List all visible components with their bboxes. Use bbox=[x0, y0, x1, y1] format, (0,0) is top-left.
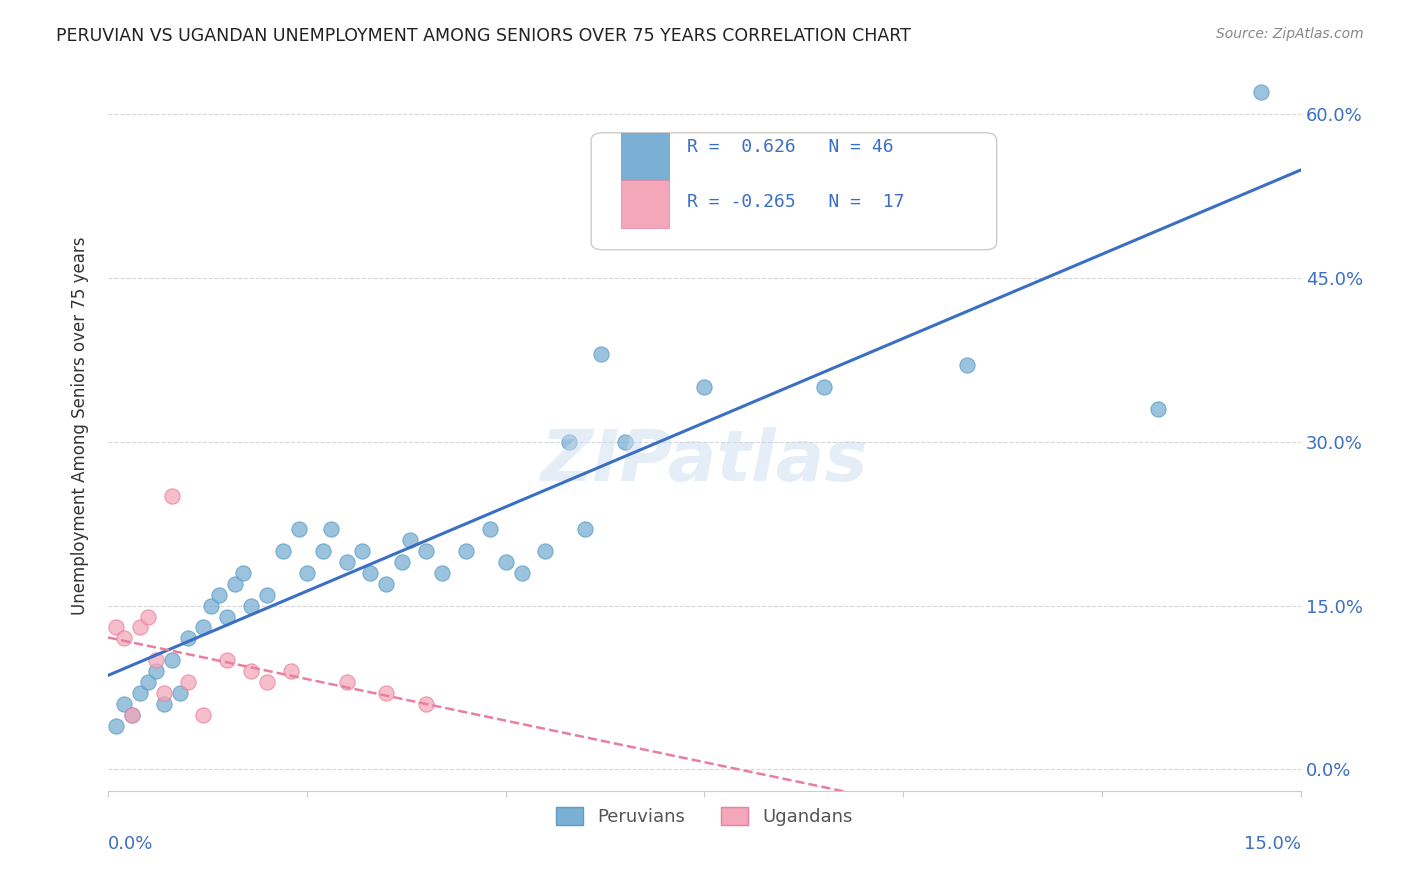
Point bbox=[352, 544, 374, 558]
Bar bbox=[621, 180, 669, 227]
Point bbox=[208, 588, 231, 602]
Point bbox=[335, 555, 357, 569]
Point bbox=[375, 576, 398, 591]
Point bbox=[288, 522, 311, 536]
Point bbox=[112, 632, 135, 646]
Point bbox=[145, 653, 167, 667]
Point bbox=[152, 697, 174, 711]
Point bbox=[128, 620, 150, 634]
Point bbox=[956, 359, 979, 373]
Point bbox=[415, 697, 437, 711]
Text: 15.0%: 15.0% bbox=[1244, 835, 1301, 853]
Point bbox=[240, 599, 263, 613]
Point bbox=[176, 632, 198, 646]
Point bbox=[224, 576, 246, 591]
Point bbox=[152, 686, 174, 700]
Point bbox=[217, 653, 239, 667]
Point bbox=[136, 675, 159, 690]
Point bbox=[280, 664, 302, 678]
Point bbox=[232, 566, 254, 580]
Y-axis label: Unemployment Among Seniors over 75 years: Unemployment Among Seniors over 75 years bbox=[72, 236, 89, 615]
Point bbox=[200, 599, 222, 613]
Text: 0.0%: 0.0% bbox=[108, 835, 153, 853]
Point bbox=[589, 347, 612, 361]
Point bbox=[319, 522, 342, 536]
Point bbox=[1250, 86, 1272, 100]
Point bbox=[256, 588, 278, 602]
Point bbox=[391, 555, 413, 569]
Point bbox=[312, 544, 335, 558]
Point bbox=[176, 675, 198, 690]
Point bbox=[160, 653, 183, 667]
Bar bbox=[621, 133, 669, 180]
Point bbox=[160, 489, 183, 503]
Text: PERUVIAN VS UGANDAN UNEMPLOYMENT AMONG SENIORS OVER 75 YEARS CORRELATION CHART: PERUVIAN VS UGANDAN UNEMPLOYMENT AMONG S… bbox=[56, 27, 911, 45]
Point bbox=[217, 609, 239, 624]
Point bbox=[121, 707, 143, 722]
Point bbox=[169, 686, 191, 700]
Point bbox=[240, 664, 263, 678]
Point bbox=[145, 664, 167, 678]
FancyBboxPatch shape bbox=[591, 133, 997, 250]
Point bbox=[693, 380, 716, 394]
Point bbox=[558, 434, 581, 449]
Point bbox=[613, 434, 636, 449]
Point bbox=[136, 609, 159, 624]
Point bbox=[104, 620, 127, 634]
Point bbox=[295, 566, 318, 580]
Text: Source: ZipAtlas.com: Source: ZipAtlas.com bbox=[1216, 27, 1364, 41]
Text: R =  0.626   N = 46: R = 0.626 N = 46 bbox=[686, 138, 893, 156]
Point bbox=[454, 544, 477, 558]
Point bbox=[813, 380, 835, 394]
Point bbox=[399, 533, 422, 547]
Point bbox=[478, 522, 501, 536]
Point bbox=[271, 544, 294, 558]
Point bbox=[1146, 402, 1168, 417]
Point bbox=[534, 544, 557, 558]
Point bbox=[104, 719, 127, 733]
Point bbox=[112, 697, 135, 711]
Point bbox=[256, 675, 278, 690]
Point bbox=[510, 566, 533, 580]
Legend: Peruvians, Ugandans: Peruvians, Ugandans bbox=[548, 799, 860, 833]
Point bbox=[193, 707, 215, 722]
Text: ZIPatlas: ZIPatlas bbox=[541, 427, 868, 497]
Point bbox=[654, 216, 676, 230]
Point bbox=[430, 566, 453, 580]
Point bbox=[495, 555, 517, 569]
Point bbox=[193, 620, 215, 634]
Point bbox=[128, 686, 150, 700]
Point bbox=[359, 566, 381, 580]
Point bbox=[335, 675, 357, 690]
Point bbox=[574, 522, 596, 536]
Text: R = -0.265   N =  17: R = -0.265 N = 17 bbox=[686, 194, 904, 211]
Point bbox=[121, 707, 143, 722]
Point bbox=[415, 544, 437, 558]
Point bbox=[375, 686, 398, 700]
